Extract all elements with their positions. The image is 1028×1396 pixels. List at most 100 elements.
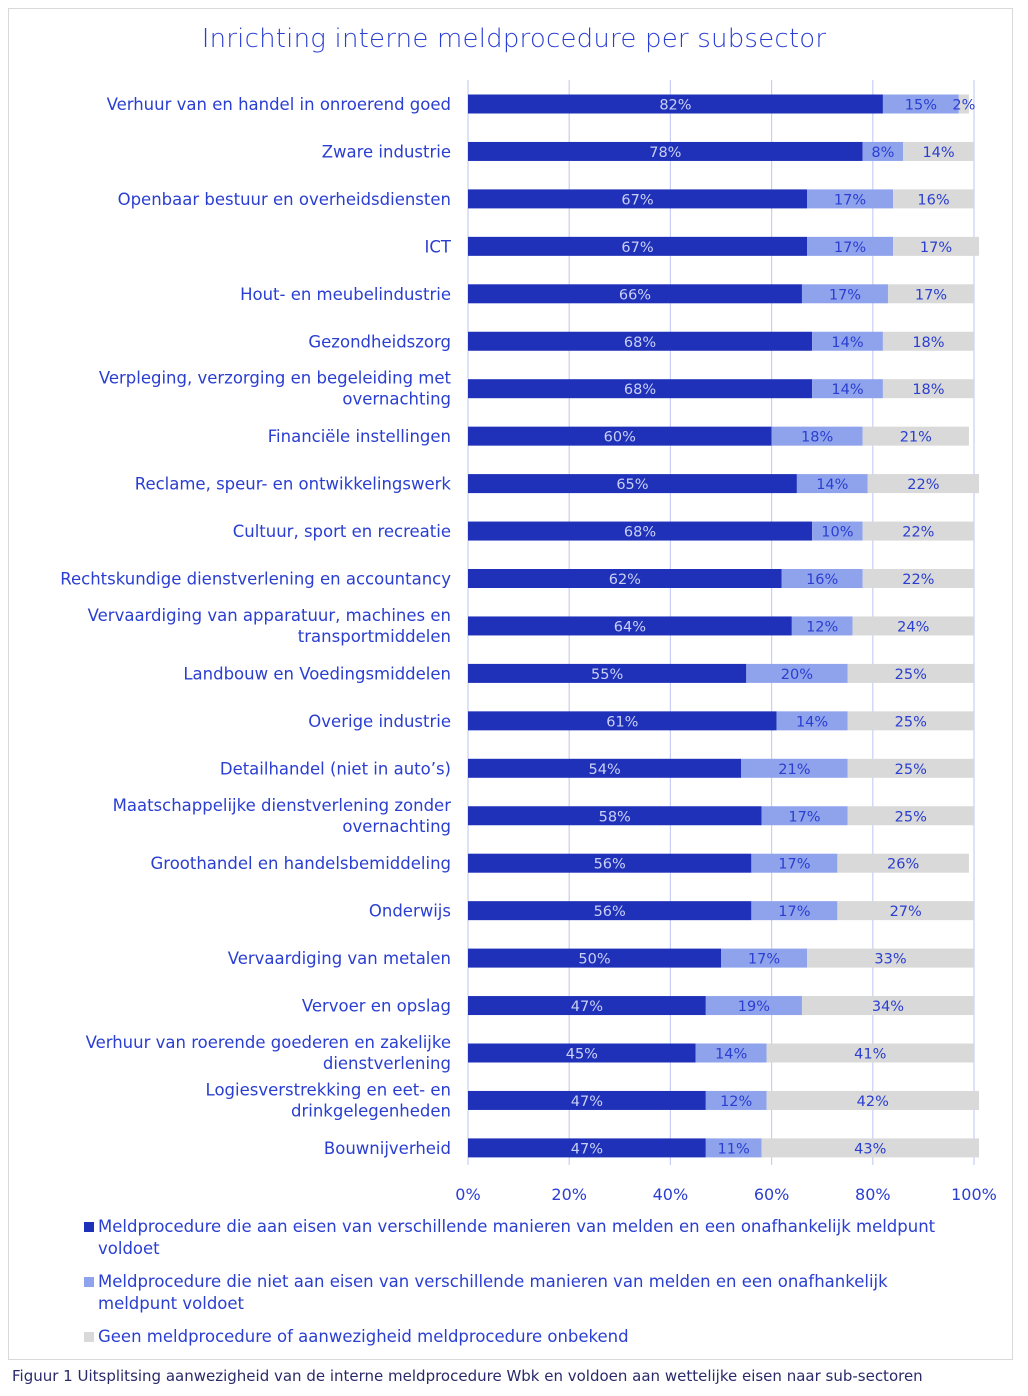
bar-segment-series-3 [882, 379, 974, 399]
data-label-series-3: 25% [895, 809, 927, 825]
bar-segment-series-2 [771, 426, 863, 446]
bar-segment-series-1 [468, 379, 813, 399]
data-label-series-3: 22% [907, 477, 939, 493]
data-label-series-3: 17% [920, 240, 952, 256]
data-label-series-1: 47% [571, 999, 603, 1015]
data-label-series-1: 47% [571, 1094, 603, 1110]
bar-segment-series-3 [867, 474, 980, 494]
bar-segment-series-2 [751, 853, 838, 873]
bar-segment-series-2 [705, 996, 802, 1016]
bar-segment-series-1 [468, 94, 883, 114]
data-label-series-1: 64% [614, 619, 646, 635]
data-label-series-2: 17% [834, 240, 866, 256]
bar-segment-series-3 [847, 806, 974, 826]
bar-segment-series-2 [812, 331, 883, 351]
bar-segment-series-3 [887, 284, 974, 304]
bar-segment-series-1 [468, 569, 782, 588]
bar-segment-series-1 [468, 331, 813, 351]
bar-segment-series-2 [751, 901, 838, 921]
category-label: Verhuur van en handel in onroerend goed [107, 95, 451, 114]
bar-segment-series-2 [796, 474, 868, 494]
data-label-series-1: 62% [609, 572, 641, 588]
data-label-series-2: 12% [720, 1094, 752, 1110]
data-label-series-3: 2% [952, 98, 975, 114]
data-label-series-3: 17% [915, 287, 947, 303]
bar-segment-series-3 [958, 94, 969, 114]
data-label-series-2: 8% [871, 145, 894, 161]
data-label-series-2: 17% [778, 904, 810, 920]
bar-segment-series-3 [862, 521, 974, 541]
data-label-series-2: 14% [831, 382, 863, 398]
category-label: Rechtskundige dienstverlening en account… [60, 570, 451, 589]
data-label-series-1: 58% [599, 809, 631, 825]
bar-segment-series-1 [468, 284, 802, 304]
bar-segment-series-2 [807, 189, 894, 209]
bar-segment-series-1 [468, 996, 706, 1016]
category-label: Gezondheidszorg [308, 332, 451, 351]
bar-segment-series-3 [847, 663, 974, 683]
bar-segment-series-2 [791, 616, 853, 636]
legend-label-series-1: Meldprocedure die aan eisen van verschil… [98, 1217, 936, 1258]
category-label: Groothandel en handelsbemiddeling [150, 854, 451, 873]
data-label-series-3: 33% [874, 952, 906, 968]
data-label-series-2: 16% [806, 572, 838, 588]
data-label-series-3: 18% [912, 382, 944, 398]
data-label-series-2: 14% [715, 1047, 747, 1063]
data-label-series-1: 66% [619, 287, 651, 303]
legend-swatch-series-2 [84, 1277, 94, 1287]
data-label-series-3: 22% [902, 572, 934, 588]
data-label-series-1: 82% [659, 98, 691, 114]
x-tick-label: 0% [455, 1185, 480, 1204]
bar-segment-series-1 [468, 1090, 706, 1110]
data-label-series-3: 27% [890, 904, 922, 920]
data-label-series-1: 54% [589, 762, 621, 778]
bar-segment-series-2 [812, 379, 883, 399]
bar-segment-series-3 [847, 711, 974, 731]
category-label: Onderwijs [369, 902, 451, 921]
x-tick-label: 20% [551, 1185, 587, 1204]
bar-segment-series-3 [761, 1138, 980, 1158]
bar-segment-series-3 [847, 758, 974, 778]
data-label-series-2: 15% [905, 98, 937, 114]
data-label-series-1: 55% [591, 667, 623, 683]
legend-swatch-series-3 [84, 1332, 94, 1342]
bar-segment-series-1 [468, 948, 721, 968]
data-label-series-2: 17% [829, 287, 861, 303]
data-label-series-3: 21% [900, 430, 932, 446]
chart-title: Inrichting interne meldprocedure per sub… [201, 24, 827, 54]
data-label-series-3: 34% [872, 999, 904, 1015]
data-label-series-3: 22% [902, 525, 934, 541]
category-label: Cultuur, sport en recreatie [233, 522, 451, 541]
category-label: Financiële instellingen [268, 427, 451, 446]
bar-segment-series-1 [468, 474, 797, 494]
bar-segment-series-2 [776, 711, 848, 731]
bar-segment-series-2 [801, 284, 888, 304]
bar-segment-series-3 [893, 236, 980, 256]
category-label: Overige industrie [308, 712, 451, 731]
bar-segment-series-3 [862, 426, 969, 446]
data-label-series-2: 19% [738, 999, 770, 1015]
bar-segment-series-1 [468, 901, 752, 921]
bar-segment-series-3 [893, 189, 974, 209]
category-label: Logiesverstrekking en eet- en drinkgelege… [206, 1080, 451, 1120]
data-label-series-2: 14% [831, 335, 863, 351]
bar-segment-series-2 [705, 1090, 767, 1110]
category-label: Zware industrie [322, 142, 451, 161]
data-label-series-3: 14% [922, 145, 954, 161]
category-label: Vervaardiging van metalen [228, 949, 451, 968]
data-label-series-3: 16% [917, 192, 949, 208]
data-label-series-1: 60% [604, 430, 636, 446]
chart-frame [8, 8, 1013, 1360]
bar-segment-series-3 [862, 569, 974, 588]
bar-segment-series-2 [807, 236, 894, 256]
data-label-series-2: 12% [806, 619, 838, 635]
category-label: Vervoer en opslag [302, 997, 451, 1016]
bar-segment-series-3 [903, 141, 974, 161]
data-label-series-3: 41% [854, 1047, 886, 1063]
data-label-series-3: 24% [897, 619, 929, 635]
data-label-series-1: 65% [616, 477, 648, 493]
data-label-series-1: 50% [578, 952, 610, 968]
bar-segment-series-2 [761, 806, 848, 826]
bar-segment-series-3 [801, 996, 974, 1016]
figure-caption: Figuur 1 Uitsplitsing aanwezigheid van d… [12, 1367, 923, 1385]
